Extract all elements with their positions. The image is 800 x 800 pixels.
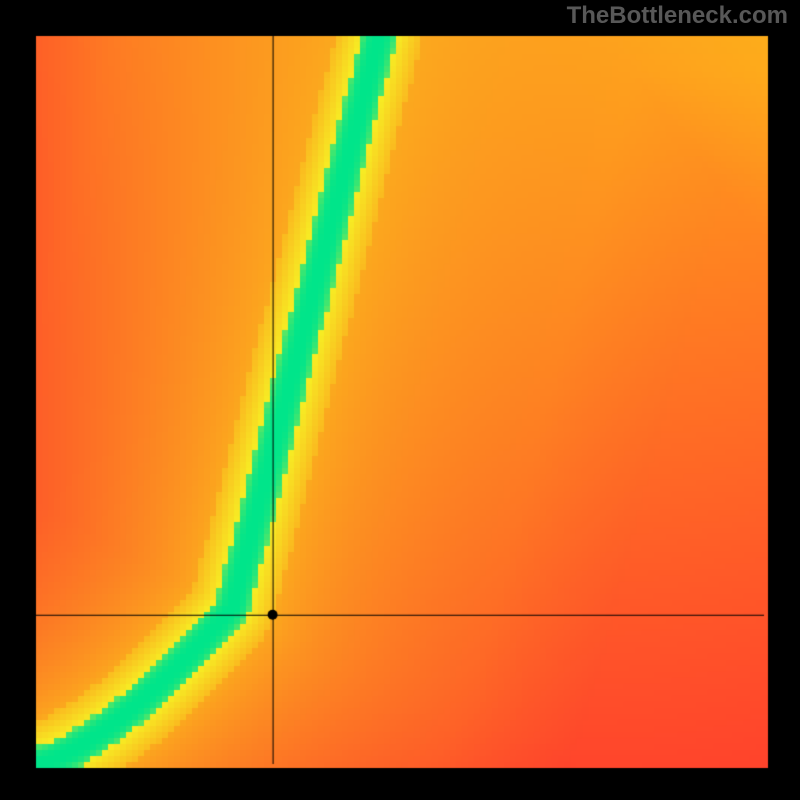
- watermark-text: TheBottleneck.com: [567, 2, 788, 30]
- chart-container: TheBottleneck.com: [0, 0, 800, 800]
- heatmap-canvas: [0, 0, 800, 800]
